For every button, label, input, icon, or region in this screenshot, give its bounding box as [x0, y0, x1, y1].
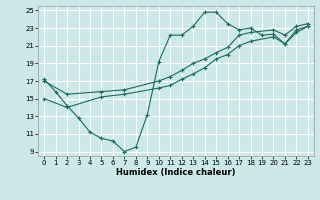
X-axis label: Humidex (Indice chaleur): Humidex (Indice chaleur): [116, 168, 236, 177]
